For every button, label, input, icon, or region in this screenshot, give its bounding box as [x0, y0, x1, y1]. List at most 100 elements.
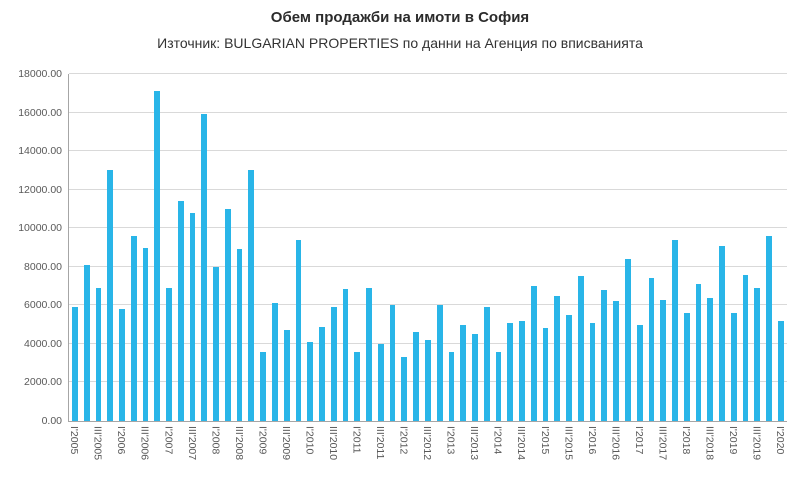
x-slot: I'2018 — [680, 423, 692, 477]
y-tick-label: 2000.00 — [24, 376, 62, 389]
bar-II'2011 — [366, 287, 372, 421]
x-slot — [456, 423, 468, 477]
bar-III'2014 — [519, 320, 525, 421]
x-slot — [692, 423, 704, 477]
gridline — [69, 304, 787, 306]
bar-I'2020 — [777, 320, 784, 421]
bar-IV'2014 — [530, 286, 537, 421]
bar-series — [69, 74, 787, 421]
x-slot: I'2016 — [586, 423, 598, 477]
bar-IV'2012 — [436, 305, 443, 421]
x-slot — [668, 423, 680, 477]
x-tick-label: III'2007 — [185, 426, 198, 461]
x-slot — [362, 423, 374, 477]
bar-I'2008 — [213, 266, 219, 421]
bar-I'2017 — [636, 324, 643, 421]
bar-II'2005 — [83, 264, 90, 421]
x-slot — [315, 423, 327, 477]
bar-III'2006 — [142, 247, 149, 421]
x-tick-label: I'2013 — [444, 426, 457, 455]
x-slot — [221, 423, 233, 477]
x-slot — [527, 423, 539, 477]
y-axis-tick-labels: 0.00 2000.00 4000.00 6000.00 8000.00 10000.00… — [0, 68, 62, 427]
y-tick-label: 10000.00 — [18, 222, 62, 235]
bar-II'2006 — [130, 235, 137, 421]
bar-IV'2015 — [577, 276, 584, 421]
x-slot — [762, 423, 774, 477]
x-slot — [127, 423, 139, 477]
x-slot — [621, 423, 633, 477]
bar-I'2019 — [730, 313, 737, 421]
x-tick-label: III'2019 — [750, 426, 763, 461]
x-tick-label: I'2006 — [115, 426, 128, 455]
x-slot: I'2010 — [303, 423, 315, 477]
bar-III'2007 — [189, 212, 196, 421]
bar-I'2014 — [495, 351, 502, 421]
bar-I'2018 — [683, 313, 690, 421]
bar-IV'2009 — [295, 239, 302, 421]
bar-III'2012 — [424, 340, 431, 421]
bar-I'2011 — [354, 351, 361, 421]
bar-I'2012 — [401, 357, 408, 421]
x-tick-label: I'2016 — [585, 426, 598, 455]
x-tick-label: I'2015 — [538, 426, 551, 455]
bar-IV'2008 — [248, 170, 255, 421]
bar-III'2017 — [660, 299, 667, 421]
bar-III'2008 — [236, 249, 243, 421]
bar-I'2010 — [307, 341, 314, 421]
gridline — [69, 265, 787, 267]
x-slot: I'2006 — [115, 423, 127, 477]
x-slot: I'2009 — [256, 423, 268, 477]
bar-III'2010 — [330, 307, 337, 421]
gridline — [69, 111, 787, 113]
x-tick-label: I'2005 — [68, 426, 81, 455]
x-tick-label: I'2018 — [679, 426, 692, 455]
bar-IV'2005 — [107, 170, 114, 421]
x-tick-label: I'2014 — [491, 426, 504, 455]
bar-III'2018 — [707, 297, 714, 421]
bar-II'2017 — [648, 278, 655, 421]
bar-I'2007 — [166, 287, 172, 421]
bar-IV'2013 — [483, 307, 490, 421]
bar-III'2015 — [566, 314, 572, 421]
x-slot — [174, 423, 186, 477]
bar-II'2015 — [554, 295, 561, 421]
bar-IV'2010 — [342, 288, 349, 421]
x-slot: I'2012 — [397, 423, 410, 477]
y-tick-label: 4000.00 — [24, 337, 62, 350]
x-slot — [103, 423, 115, 477]
bar-IV'2007 — [201, 114, 208, 421]
x-slot: I'2013 — [445, 423, 457, 477]
x-tick-label: I'2007 — [162, 426, 175, 455]
x-slot — [244, 423, 256, 477]
x-tick-label: III'2014 — [515, 426, 528, 461]
x-slot: III'2005 — [92, 423, 104, 477]
bar-IV'2011 — [389, 305, 396, 421]
plot-area — [68, 73, 787, 422]
y-tick-label: 18000.00 — [18, 68, 62, 80]
y-tick-label: 14000.00 — [18, 145, 62, 158]
x-slot — [597, 423, 609, 477]
x-slot: III'2019 — [750, 423, 763, 477]
bar-III'2019 — [754, 287, 761, 421]
bar-II'2013 — [460, 324, 467, 421]
y-tick-label: 6000.00 — [24, 299, 62, 312]
x-slot: III'2018 — [703, 423, 715, 477]
x-tick-label: III'2005 — [91, 426, 104, 461]
x-slot: III'2013 — [468, 423, 480, 477]
x-slot — [645, 423, 657, 477]
x-tick-label: III'2016 — [609, 426, 622, 461]
bar-II'2010 — [319, 326, 325, 421]
x-tick-label: I'2012 — [397, 426, 410, 455]
x-slot — [386, 423, 398, 477]
bar-II'2009 — [272, 303, 278, 421]
x-tick-label: I'2020 — [774, 426, 787, 455]
x-tick-label: III'2006 — [138, 426, 151, 461]
y-tick-label: 16000.00 — [18, 106, 62, 119]
x-tick-label: III'2017 — [656, 426, 669, 461]
x-tick-label: III'2010 — [326, 426, 339, 461]
gridline — [69, 188, 787, 190]
chart-subtitle: Източник: BULGARIAN PROPERTIES по данни … — [157, 35, 643, 51]
bar-II'2019 — [742, 274, 749, 421]
x-tick-label: I'2019 — [727, 426, 739, 455]
